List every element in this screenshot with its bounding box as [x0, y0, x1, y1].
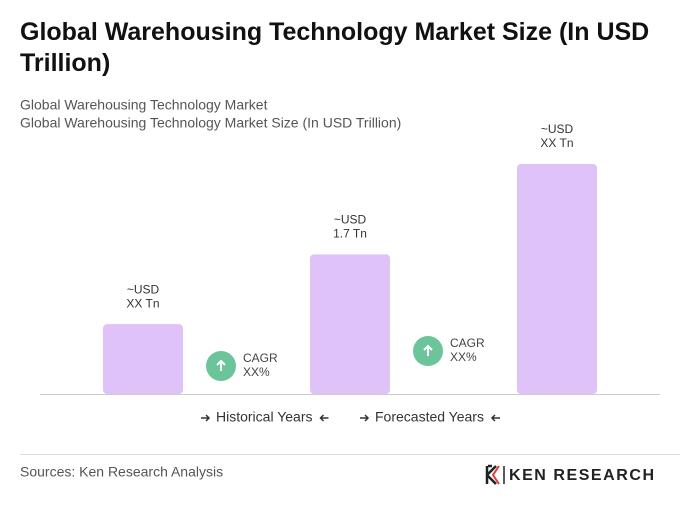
period-label: Historical Years: [216, 409, 313, 425]
period-arrow: [319, 414, 329, 422]
cagr-label: XX%: [450, 350, 477, 364]
period-arrow: [490, 414, 500, 422]
cagr-label: XX%: [243, 365, 270, 379]
logo-text: KEN RESEARCH: [509, 467, 654, 484]
period-label: Forecasted Years: [375, 409, 484, 425]
cagr-arrow: [423, 344, 433, 356]
value-label: ~USD: [541, 122, 574, 136]
bar: [310, 254, 390, 394]
chart-title: Global Warehousing Technology Market Siz…: [20, 18, 650, 77]
period-arrow: [360, 414, 370, 422]
period-arrow: [201, 414, 211, 422]
value-label: ~USD: [127, 282, 160, 296]
logo-icon: [491, 465, 500, 485]
bar: [517, 164, 597, 394]
cagr-label: CAGR: [450, 336, 485, 350]
bar: [103, 324, 183, 394]
cagr-label: CAGR: [243, 351, 278, 365]
subtitle: Global Warehousing Technology Market Siz…: [20, 115, 401, 131]
source: Sources: Ken Research Analysis: [20, 464, 223, 480]
cagr-arrow: [216, 359, 226, 371]
value-label: ~USD: [334, 213, 367, 227]
subtitle: Global Warehousing Technology Market: [20, 97, 268, 113]
value-label: 1.7 Tn: [333, 227, 367, 241]
value-label: XX Tn: [540, 136, 573, 150]
value-label: XX Tn: [126, 296, 159, 310]
logo-icon: [485, 464, 497, 485]
logo: KEN RESEARCH: [485, 464, 654, 485]
